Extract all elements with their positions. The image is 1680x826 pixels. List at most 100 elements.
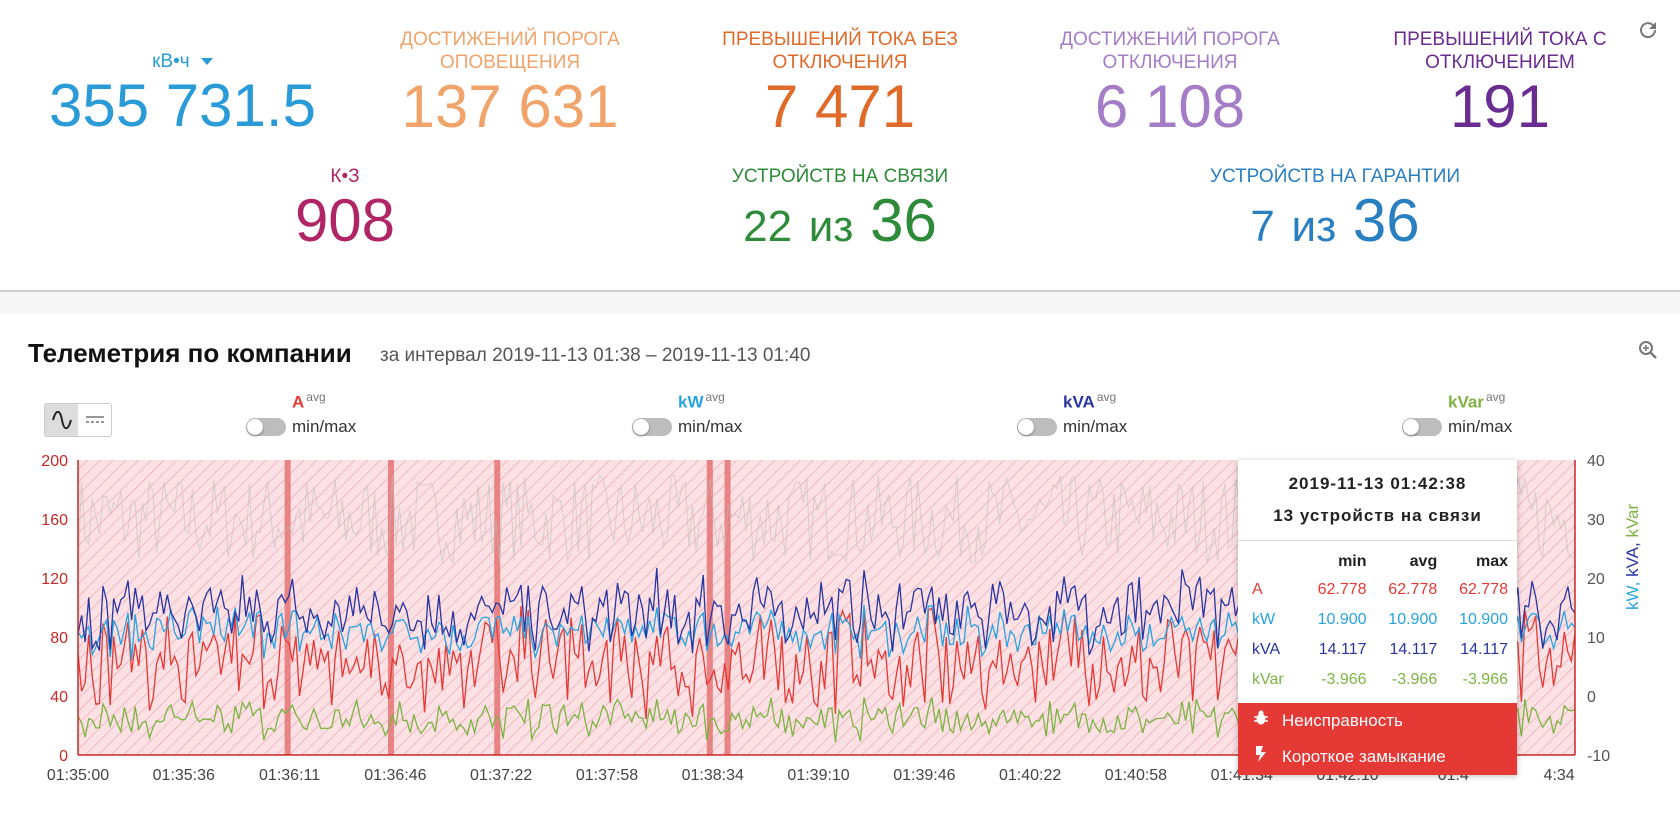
legend-a-name: A [292,392,305,412]
legend-kva-sup: avg [1096,390,1117,404]
legend-kvar-name: kVar [1448,392,1484,412]
overcurrent-trip-stat: ПРЕВЫШЕНИЙ ТОКА С ОТКЛЮЧЕНИЕМ 191 [1360,28,1640,140]
overcurrent-trip-label-1: ПРЕВЫШЕНИЙ ТОКА С [1393,29,1607,50]
tooltip-separator [1238,540,1517,541]
online-devices-stat: УСТРОЙСТВ НА СВЯЗИ 22 из 36 [690,165,990,260]
telemetry-subtitle: за интервал 2019-11-13 01:38 – 2019-11-1… [380,345,811,366]
section-gap [0,292,1680,314]
legend-a-sup: avg [306,390,326,404]
short-circuit-value: 908 [294,187,396,254]
stats-panel: кВ•ч 355 731.5 ДОСТИЖЕНИЙ ПОРОГА ОПОВЕЩЕН… [0,0,1680,290]
overcurrent-trip-label-2: ОТКЛЮЧЕНИЕМ [1425,52,1575,73]
tooltip-row-max: 62.778 [1459,581,1508,598]
warranty-devices-total: 36 [1352,187,1420,254]
energy-unit-dropdown[interactable]: кВ•ч [40,50,325,73]
warranty-devices-of: из [1291,202,1337,251]
energy-unit: кВ•ч [152,51,190,72]
short-circuit-label: К•З [330,166,360,187]
wave-icon [51,411,72,429]
legend-kva: kVA avg min/max [1017,390,1127,437]
warranty-devices-value: 7 из 36 [1185,188,1485,260]
warranty-devices-label: УСТРОЙСТВ НА ГАРАНТИИ [1209,166,1461,187]
step-line-mode-button[interactable] [78,404,111,436]
zoom-icon[interactable] [1636,338,1660,362]
tooltip-row-name: kVA [1252,641,1281,658]
trip-threshold-value: 6 108 [1094,73,1246,140]
online-devices-value: 22 из 36 [690,188,990,260]
tooltip-row-max: 14.117 [1460,641,1508,658]
tooltip-event-short-label: Короткое замыкание [1282,746,1446,766]
chart-mode-switch [44,403,112,437]
tooltip-header-min: min [1338,553,1367,570]
bug-icon [1252,710,1270,731]
tooltip-row-name: A [1252,581,1263,598]
tooltip-table: min avg max A 62.778 62.778 62.778 kW 10… [1238,549,1517,695]
telemetry-title: Телеметрия по компании [28,338,352,368]
legend-kw-name: kW [678,392,704,412]
chart-tooltip: 2019-11-13 01:42:38 13 устройств на связ… [1238,460,1517,775]
right-axis-label-kw: kW, [1623,581,1642,610]
tooltip-row-max: 10.900 [1459,611,1508,628]
tooltip-row-kvar: kVar -3.966 -3.966 -3.966 [1238,665,1517,695]
alert-threshold-label-1: ДОСТИЖЕНИЙ ПОРОГА [400,29,620,50]
tooltip-row-name: kW [1252,611,1276,628]
overcurrent-trip-value: 191 [1449,73,1551,140]
minmax-label-a: min/max [292,416,357,436]
tooltip-row-name: kVar [1252,671,1284,688]
tooltip-row-min: 14.117 [1318,641,1367,658]
tooltip-row-kva: kVA 14.117 14.117 14.117 [1238,635,1517,665]
tooltip-event-fault-label: Неисправность [1282,710,1403,730]
tooltip-row-kw: kW 10.900 10.900 10.900 [1238,605,1517,635]
tooltip-row-avg: 10.900 [1388,611,1438,628]
smooth-line-mode-button[interactable] [45,404,78,436]
minmax-toggle-kw[interactable] [632,417,672,436]
online-devices-count: 22 [743,202,793,251]
legend-kvar: kVar avg min/max [1402,390,1512,437]
tooltip-header-avg: avg [1409,553,1438,570]
caret-down-icon [200,58,213,66]
minmax-toggle-kva[interactable] [1017,417,1057,436]
minmax-toggle-a[interactable] [246,417,286,436]
legend-kvar-sup: avg [1485,390,1506,404]
trip-threshold-label-1: ДОСТИЖЕНИЙ ПОРОГА [1060,29,1280,50]
alert-threshold-label-2: ОПОВЕЩЕНИЯ [439,52,581,73]
right-axis-label-kva: kVA, [1623,542,1642,577]
tooltip-header-empty [1238,549,1305,575]
overcurrent-no-trip-stat: ПРЕВЫШЕНИЙ ТОКА БЕЗ ОТКЛЮЧЕНИЯ 7 471 [700,28,980,140]
minmax-label-kw: min/max [678,416,743,436]
warranty-devices-count: 7 [1250,202,1275,251]
tooltip-row-a: A 62.778 62.778 62.778 [1238,575,1517,605]
minmax-toggle-kvar[interactable] [1402,417,1442,436]
legend-kw: kW avg min/max [632,390,742,437]
right-axis-label-kvar: kVar [1623,503,1642,538]
trip-threshold-stat: ДОСТИЖЕНИЙ ПОРОГА ОТКЛЮЧЕНИЯ 6 108 [1030,28,1310,140]
overcurrent-no-trip-label-1: ПРЕВЫШЕНИЙ ТОКА БЕЗ [722,29,958,50]
tooltip-row-min: 62.778 [1317,581,1367,598]
energy-stat: кВ•ч 355 731.5 [40,50,325,139]
tooltip-event-fault: Неисправность [1238,703,1517,738]
online-devices-label: УСТРОЙСТВ НА СВЯЗИ [731,166,949,187]
divider [0,290,1680,292]
alert-threshold-value: 137 631 [401,73,619,140]
tooltip-row-avg: 62.778 [1388,581,1438,598]
lightning-icon [1252,745,1270,768]
legend-kw-sup: avg [705,390,725,404]
warranty-devices-stat: УСТРОЙСТВ НА ГАРАНТИИ 7 из 36 [1185,165,1485,260]
refresh-icon[interactable] [1636,18,1660,42]
tooltip-event-short: Короткое замыкание [1238,738,1517,775]
online-devices-total: 36 [870,187,937,254]
tooltip-row-avg: -3.966 [1391,671,1438,688]
tooltip-row-min: -3.966 [1321,671,1367,688]
energy-value: 355 731.5 [49,72,316,139]
tooltip-devices: 13 устройств на связи [1273,506,1482,525]
right-axis-label: kW, kVA, kVar [1623,504,1643,610]
overcurrent-no-trip-label-2: ОТКЛЮЧЕНИЯ [772,52,908,73]
tooltip-row-min: 10.900 [1317,611,1367,628]
overcurrent-no-trip-value: 7 471 [764,73,916,140]
tooltip-header-max: max [1475,553,1508,570]
legend-kva-name: kVA [1063,392,1095,412]
short-circuit-stat: К•З 908 [220,165,470,254]
online-devices-of: из [808,202,854,251]
trip-threshold-label-2: ОТКЛЮЧЕНИЯ [1102,52,1238,73]
